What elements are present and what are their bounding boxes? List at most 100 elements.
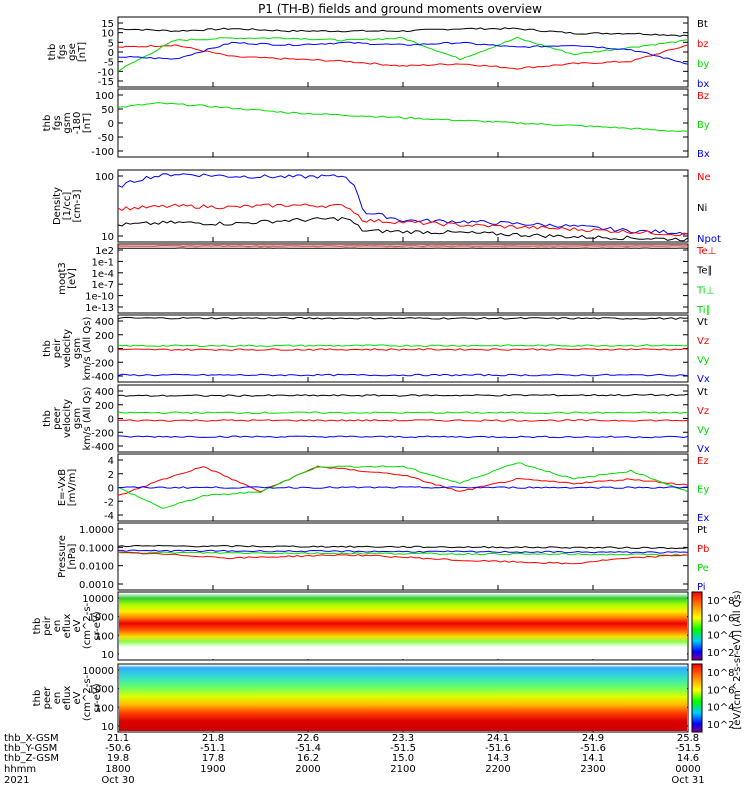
series-group: [118, 544, 688, 565]
series-line-black: [118, 216, 688, 242]
series-group: [118, 316, 688, 377]
ylabel-line: en: [52, 620, 63, 633]
y-tick-label: 200: [95, 401, 114, 412]
xaxis-tick-label: -51.5: [675, 743, 701, 754]
ylabel-line: eV: [72, 691, 83, 704]
panel-frame: [117, 169, 689, 243]
ylabel-line: sr-eV): [92, 683, 103, 712]
legend-entry: By: [697, 120, 710, 131]
legend-entry: Vy: [697, 425, 710, 436]
ylabel-line: fgs: [57, 44, 68, 59]
legend-entry: bx: [697, 79, 709, 90]
xaxis-tick-label: 14.1: [582, 753, 604, 764]
y-tick-label: 10: [101, 232, 114, 243]
xaxis-tick-label: 2000: [295, 764, 320, 775]
figure-title: P1 (TH-B) fields and ground moments over…: [258, 2, 542, 16]
ylabel-line: eV: [72, 619, 83, 632]
colorbar: 10^8 10^6 10^4 10^2 10^8 10^6 10^4 10^2[eV/(cm^…: [691, 590, 743, 733]
panel-frame: [117, 88, 689, 158]
ylabel-line: velocity: [62, 329, 73, 368]
series-line-blue: [118, 173, 688, 235]
y-tick-label: 1000: [89, 613, 114, 624]
ylabel-line: thb: [47, 44, 58, 61]
y-tick-label: 50: [101, 105, 114, 116]
ylabel-line: [cm-3]: [72, 189, 83, 222]
xaxis-tick-label: 21.8: [202, 733, 224, 744]
panel-p9: thb peir en eflux eV (cm^2-s-sr-eV) 10000 1000 1…: [32, 591, 689, 661]
legend-entry: Vz: [697, 336, 709, 347]
legend-entry: Bx: [697, 149, 710, 160]
legend-entry: bz: [697, 39, 709, 50]
xaxis-tick-label: 23.3: [392, 733, 414, 744]
xaxis-tick-label: 2100: [390, 764, 415, 775]
legend-entry: Vx: [697, 374, 710, 385]
y-tick-label: 5: [108, 38, 114, 49]
y-tick-label: 0.0100: [79, 562, 114, 573]
ylabel-line: peer: [42, 686, 53, 710]
series-line-green: [118, 344, 688, 348]
legend-entry: Npot: [697, 234, 721, 245]
y-tick-label: 2: [108, 470, 114, 481]
y-tick-label: 0: [108, 415, 114, 426]
ylabel-line: [mV/m]: [67, 469, 78, 507]
y-tick-label: 0: [108, 345, 114, 356]
ylabel-line: -180: [72, 112, 83, 135]
ylabel-line: velocity: [62, 399, 73, 438]
series-line-red: [118, 203, 688, 237]
colorbar-strip: [691, 663, 703, 733]
y-tick-label: 10000: [82, 594, 114, 605]
y-tick-label: 400: [95, 387, 114, 398]
series-line-green: [118, 36, 688, 72]
y-tick-label: 10: [101, 722, 114, 733]
xaxis-tick-label: 15.0: [392, 753, 414, 764]
xaxis-row-label: hhmm: [4, 764, 36, 775]
y-tick-label: 1e-4: [92, 269, 115, 280]
ylabel-line: peir: [52, 338, 63, 358]
y-tick-label: 200: [95, 331, 114, 342]
ylabel-line: fgs: [52, 115, 63, 130]
ylabel-line: eflux: [62, 614, 73, 639]
series-line-blue: [118, 41, 688, 65]
y-tick-label: -100: [91, 147, 114, 158]
legend-entry: Vy: [697, 355, 710, 366]
panel-p10: thb peer en eflux eV (cm^2-s-sr-eV) 10000 1000 1…: [32, 663, 689, 733]
xaxis-tick-label: 19.8: [107, 753, 129, 764]
xaxis-tick-label: -51.1: [200, 743, 226, 754]
y-tick-label: 1e-1: [92, 257, 115, 268]
y-tick-label: 1e2: [95, 246, 114, 257]
y-tick-label: 0: [108, 48, 114, 59]
series-group: [118, 245, 688, 249]
y-tick-label: 10: [101, 650, 114, 661]
y-tick-label: 100: [95, 91, 114, 102]
xaxis-row-label: 2021: [4, 775, 29, 786]
y-tick-label: 100: [95, 172, 114, 183]
xaxis-tick-label: -51.5: [390, 743, 416, 754]
legend-entry: Ti∥: [696, 305, 711, 316]
xaxis-row-label: thb_Z-GSM: [4, 753, 59, 764]
panel-p3: Density [1/cc] [cm-3] 100 10 Ne Ni Npot: [52, 169, 721, 245]
series-line-green: [118, 411, 688, 415]
y-tick-label: 10000: [82, 666, 114, 677]
heatmap-fill: [119, 593, 687, 659]
y-tick-label: -200: [91, 358, 114, 369]
xaxis-tick-label: 14.3: [487, 753, 509, 764]
y-tick-label: -400: [91, 372, 114, 383]
legend-entry: Pi: [697, 582, 706, 593]
xaxis-tick-label: 14.6: [677, 753, 699, 764]
ylabel-line: gsm: [62, 112, 73, 133]
ylabel-line: gse: [67, 43, 78, 61]
legend-entry: Ni: [697, 203, 707, 214]
ylabel-line: gsm: [72, 338, 83, 359]
xaxis-row-label: thb_Y-GSM: [4, 743, 57, 754]
colorbar-tick: 10^6: [707, 685, 734, 696]
ylabel-line: gsm: [72, 408, 83, 429]
series-line-blue: [118, 373, 688, 377]
xaxis-tick-label: Oct 30: [101, 775, 134, 786]
ylabel-line: [nT]: [77, 42, 88, 62]
colorbar-tick: 10^6: [707, 613, 734, 624]
xaxis-tick-label: -51.6: [580, 743, 606, 754]
panel-frame: [117, 314, 689, 383]
xaxis-tick-label: -50.6: [105, 743, 131, 754]
